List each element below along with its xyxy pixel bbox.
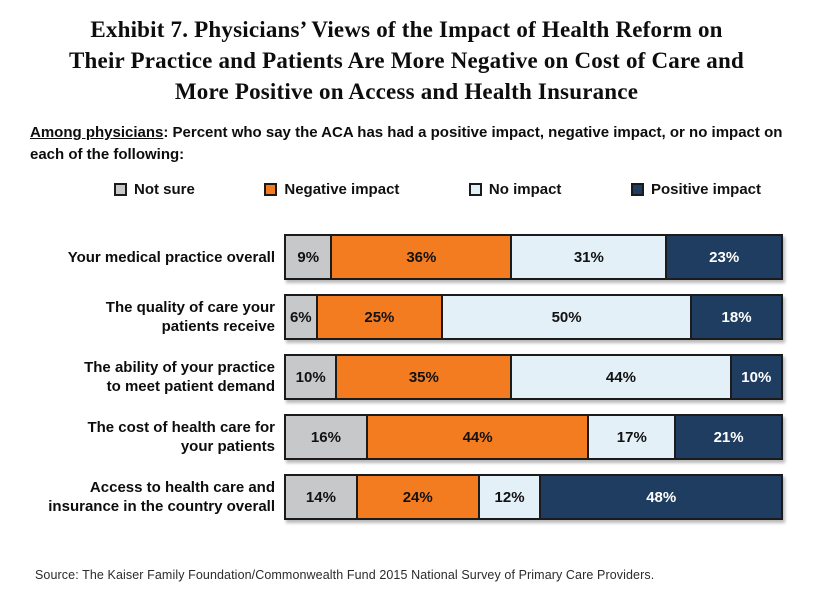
legend-swatch-no-impact: [468, 183, 482, 196]
segment-value-label: 17%: [616, 428, 647, 446]
subtitle-lead: Among physicians: [30, 124, 164, 141]
chart-title-line-3: More Positive on Access and Health Insur…: [174, 79, 639, 104]
legend-label-negative-impact: Negative impact: [284, 181, 400, 198]
chart-title: Exhibit 7. Physicians’ Views of the Impa…: [30, 14, 783, 107]
segment-value-label: 25%: [364, 308, 395, 326]
row-label-2: The quality of care your patients receiv…: [105, 299, 275, 335]
bar-segment-negative-impact: 36%: [330, 236, 511, 278]
bar-row-3: The ability of your practice to meet pat…: [30, 354, 783, 400]
stacked-bar-3: 10% 35% 44% 10%: [284, 354, 783, 400]
legend-item-positive-impact: Positive impact: [630, 181, 761, 198]
segment-value-label: 48%: [646, 488, 677, 506]
legend-swatch-not-sure: [114, 183, 127, 196]
bar-row-2: The quality of care your patients receiv…: [30, 294, 783, 340]
bar-segment-negative-impact: 24%: [355, 476, 478, 518]
legend: Not sure Negative impact No impact Posit…: [114, 181, 761, 198]
segment-value-label: 6%: [289, 308, 312, 326]
segment-value-label: 44%: [462, 428, 493, 446]
bar-row-4: The cost of health care for your patient…: [30, 414, 783, 460]
segment-value-label: 23%: [709, 248, 740, 266]
bar-segment-negative-impact: 44%: [365, 416, 588, 458]
bar-segment-no-impact: 44%: [510, 356, 730, 398]
segment-value-label: 10%: [295, 368, 326, 386]
row-label-3: The ability of your practice to meet pat…: [84, 359, 275, 395]
segment-value-label: 24%: [402, 488, 433, 506]
subtitle-rest: : Percent who say the ACA has had a posi…: [30, 124, 783, 163]
source-note: Source: The Kaiser Family Foundation/Com…: [35, 568, 655, 582]
stacked-bar-4: 16% 44% 17% 21%: [284, 414, 783, 460]
legend-label-not-sure: Not sure: [134, 181, 195, 198]
bar-segment-positive-impact: 21%: [674, 416, 781, 458]
segment-value-label: 9%: [297, 248, 320, 266]
bar-row-1: Your medical practice overall 9% 36% 31% 23%: [30, 234, 783, 280]
segment-value-label: 18%: [721, 308, 752, 326]
bar-segment-positive-impact: 23%: [665, 236, 781, 278]
bar-segment-not-sure: 10%: [286, 356, 336, 398]
legend-swatch-positive-impact: [630, 183, 644, 196]
bar-segment-positive-impact: 48%: [539, 476, 781, 518]
bar-segment-no-impact: 17%: [587, 416, 675, 458]
stacked-bar-chart: Your medical practice overall 9% 36% 31% 23%…: [30, 234, 783, 520]
bar-segment-not-sure: 9%: [286, 236, 331, 278]
stacked-bar-1: 9% 36% 31% 23%: [284, 234, 783, 280]
stacked-bar-5: 14% 24% 12% 48%: [284, 474, 783, 520]
row-label-4: The cost of health care for your patient…: [87, 419, 275, 455]
segment-value-label: 10%: [741, 368, 772, 386]
row-label-5: Access to health care and insurance in t…: [48, 479, 275, 515]
segment-value-label: 14%: [305, 488, 336, 506]
stacked-bar-2: 6% 25% 50% 18%: [284, 294, 783, 340]
bar-segment-not-sure: 14%: [286, 476, 356, 518]
bar-segment-not-sure: 16%: [286, 416, 366, 458]
segment-value-label: 44%: [605, 368, 636, 386]
legend-item-negative-impact: Negative impact: [264, 181, 399, 198]
bar-segment-positive-impact: 18%: [690, 296, 781, 338]
legend-item-no-impact: No impact: [468, 181, 562, 198]
segment-value-label: 50%: [551, 308, 582, 326]
segment-value-label: 35%: [408, 368, 439, 386]
legend-label-positive-impact: Positive impact: [650, 181, 761, 198]
chart-subtitle: Among physicians: Percent who say the AC…: [30, 122, 783, 166]
legend-swatch-negative-impact: [264, 183, 278, 196]
segment-value-label: 12%: [494, 488, 525, 506]
legend-label-no-impact: No impact: [488, 181, 562, 198]
segment-value-label: 21%: [713, 428, 744, 446]
chart-title-line-2: Their Practice and Patients Are More Neg…: [69, 48, 744, 73]
bar-segment-negative-impact: 35%: [335, 356, 511, 398]
legend-item-not-sure: Not sure: [114, 181, 195, 198]
bar-segment-positive-impact: 10%: [729, 356, 781, 398]
segment-value-label: 16%: [310, 428, 341, 446]
chart-title-line-1: Exhibit 7. Physicians’ Views of the Impa…: [90, 17, 723, 42]
bar-row-5: Access to health care and insurance in t…: [30, 474, 783, 520]
row-label-1: Your medical practice overall: [67, 248, 275, 266]
bar-segment-not-sure: 6%: [286, 296, 316, 338]
bar-segment-negative-impact: 25%: [315, 296, 442, 338]
segment-value-label: 36%: [406, 248, 437, 266]
segment-value-label: 31%: [573, 248, 604, 266]
bar-segment-no-impact: 31%: [510, 236, 666, 278]
bar-segment-no-impact: 50%: [441, 296, 691, 338]
bar-segment-no-impact: 12%: [477, 476, 540, 518]
